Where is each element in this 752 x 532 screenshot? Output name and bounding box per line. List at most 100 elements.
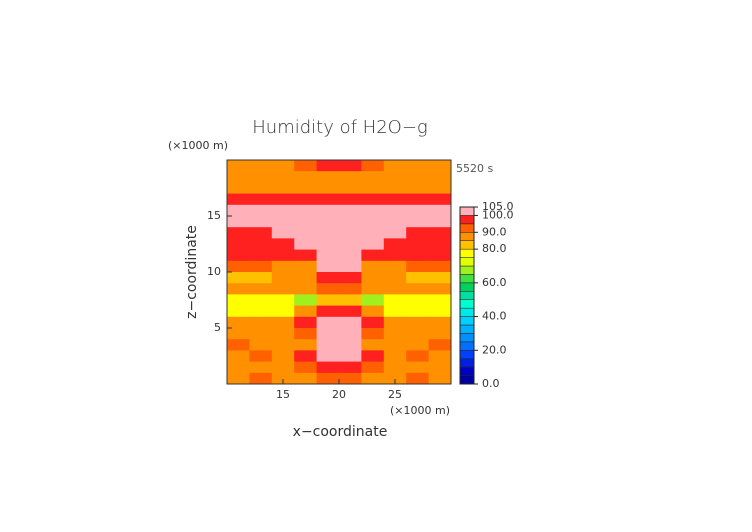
cell	[249, 328, 273, 340]
cell	[294, 182, 318, 195]
cell	[339, 283, 362, 295]
cell	[339, 361, 362, 374]
cell	[316, 316, 340, 329]
colorbar-tick-label: 105.0	[482, 200, 514, 213]
cell	[383, 294, 407, 307]
cell	[361, 339, 385, 351]
cell	[383, 249, 407, 262]
cell	[227, 171, 250, 183]
cell	[227, 372, 250, 385]
colorbar-band	[459, 206, 475, 216]
cell	[294, 272, 318, 284]
cell	[249, 238, 273, 251]
chart-title: Humidity of H2O−g	[252, 117, 427, 138]
cell	[316, 171, 340, 183]
cell	[406, 227, 430, 239]
cell	[406, 316, 430, 329]
cell	[271, 238, 295, 251]
cell	[249, 171, 273, 183]
colorbar-band	[459, 307, 475, 317]
cell	[249, 339, 273, 351]
cell	[294, 361, 318, 374]
colorbar-band	[459, 341, 475, 351]
cell	[294, 305, 318, 318]
cell	[406, 182, 430, 195]
cell	[316, 350, 340, 363]
colorbar-band	[459, 299, 475, 309]
cell	[249, 227, 273, 239]
cell	[227, 160, 250, 172]
cell	[271, 316, 295, 329]
x-tick-label: 15	[276, 388, 290, 401]
cell	[271, 216, 295, 228]
cell	[316, 182, 340, 195]
cell	[383, 339, 407, 351]
cell	[428, 305, 452, 318]
cell	[294, 294, 318, 307]
cell	[294, 171, 318, 183]
cell	[428, 182, 452, 195]
cell	[249, 305, 273, 318]
cell	[383, 216, 407, 228]
cell	[249, 283, 273, 295]
cell	[294, 216, 318, 228]
y-tick-label: 15	[207, 209, 221, 222]
cell	[428, 238, 452, 251]
cell	[361, 171, 385, 183]
cell	[361, 328, 385, 340]
colorbar-band	[459, 215, 475, 225]
cell	[249, 193, 273, 206]
cell	[361, 272, 385, 284]
cell	[271, 171, 295, 183]
cell	[271, 294, 295, 307]
colorbar-tick-label: 0.0	[482, 377, 500, 390]
cell	[339, 260, 362, 273]
cell	[271, 305, 295, 318]
cell	[271, 350, 295, 363]
cell	[316, 238, 340, 251]
cell	[294, 316, 318, 329]
cell	[227, 249, 250, 262]
cell	[271, 227, 295, 239]
cell	[339, 238, 362, 251]
time-label: 5520 s	[456, 162, 493, 175]
colorbar-band	[459, 324, 475, 334]
cell	[406, 216, 430, 228]
cell	[406, 339, 430, 351]
cell	[361, 372, 385, 385]
cell	[227, 339, 250, 351]
cell	[294, 238, 318, 251]
cell	[316, 260, 340, 273]
cell	[227, 316, 250, 329]
cell	[383, 160, 407, 172]
cell	[339, 216, 362, 228]
colorbar-band	[459, 358, 475, 368]
cell	[361, 238, 385, 251]
cell	[249, 350, 273, 363]
cell	[406, 350, 430, 363]
cell	[271, 260, 295, 273]
x-unit: (×1000 m)	[390, 404, 450, 417]
cell	[316, 272, 340, 284]
y-tick-label: 10	[207, 265, 221, 278]
cell	[428, 294, 452, 307]
cell	[428, 171, 452, 183]
cell	[294, 350, 318, 363]
cell	[339, 294, 362, 307]
cell	[294, 204, 318, 217]
cell	[249, 249, 273, 262]
cell	[361, 227, 385, 239]
cell	[428, 227, 452, 239]
cell	[339, 305, 362, 318]
cell	[383, 350, 407, 363]
cell	[227, 216, 250, 228]
cell	[249, 361, 273, 374]
cell	[316, 328, 340, 340]
cell	[406, 193, 430, 206]
cell	[249, 316, 273, 329]
cell	[361, 204, 385, 217]
cell	[249, 182, 273, 195]
colorbar-tick-label: 60.0	[482, 276, 507, 289]
cell	[361, 216, 385, 228]
cell	[294, 193, 318, 206]
